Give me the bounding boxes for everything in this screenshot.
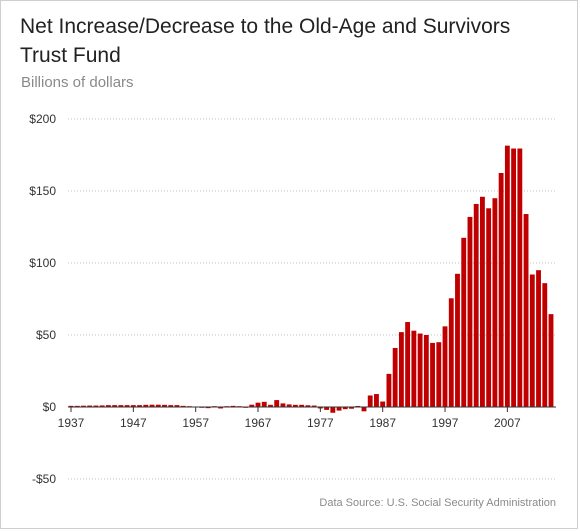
x-tick-label: 1987 bbox=[369, 416, 396, 430]
bar-2014 bbox=[548, 314, 554, 407]
bar-1954 bbox=[174, 405, 180, 407]
bar-1953 bbox=[168, 405, 174, 407]
bar-1986 bbox=[374, 394, 379, 407]
bar-1968 bbox=[261, 401, 267, 407]
bar-1999 bbox=[455, 273, 460, 407]
y-tick-label: -$50 bbox=[32, 472, 56, 486]
bar-1948 bbox=[137, 405, 142, 407]
bar-1961 bbox=[218, 407, 224, 409]
bar-2002 bbox=[473, 203, 479, 407]
bar-1975 bbox=[305, 405, 311, 407]
x-tick-label: 2007 bbox=[494, 416, 521, 430]
x-tick-label: 1947 bbox=[120, 416, 147, 430]
bar-1974 bbox=[299, 404, 305, 407]
bar-1992 bbox=[411, 330, 417, 407]
bar-1980 bbox=[336, 407, 342, 411]
bar-1940 bbox=[87, 405, 93, 407]
bar-1984 bbox=[361, 407, 367, 412]
y-tick-label: $50 bbox=[36, 328, 56, 342]
bar-1985 bbox=[367, 395, 373, 407]
bar-1951 bbox=[155, 404, 161, 407]
bar-1993 bbox=[417, 333, 423, 407]
bar-1978 bbox=[324, 407, 330, 410]
y-axis-labels: $200 $150 $100 $50 $0 -$50 bbox=[29, 112, 56, 486]
y-tick-label: $0 bbox=[43, 400, 57, 414]
chart-title: Net Increase/Decrease to the Old-Age and… bbox=[20, 15, 511, 67]
y-tick-label: $150 bbox=[29, 184, 56, 198]
bar-2012 bbox=[536, 270, 541, 407]
bar-2007 bbox=[504, 145, 510, 407]
bar-1996 bbox=[436, 342, 442, 407]
bar-1945 bbox=[118, 405, 124, 407]
bars bbox=[68, 145, 554, 413]
bar-1970 bbox=[274, 400, 280, 407]
bar-1979 bbox=[330, 407, 336, 413]
bar-1971 bbox=[280, 403, 286, 407]
x-tick-label: 1977 bbox=[307, 416, 334, 430]
bar-1969 bbox=[268, 404, 273, 407]
y-tick-label: $100 bbox=[29, 256, 56, 270]
bar-2001 bbox=[467, 216, 473, 407]
bar-1982 bbox=[349, 407, 354, 409]
bar-1972 bbox=[286, 404, 292, 407]
bar-1994 bbox=[423, 335, 429, 407]
bar-2005 bbox=[492, 198, 498, 407]
bar-1959 bbox=[205, 407, 211, 409]
data-source-note: Data Source: U.S. Social Security Admini… bbox=[319, 497, 556, 509]
bar-1944 bbox=[112, 405, 118, 407]
bar-1949 bbox=[143, 404, 149, 407]
bar-1998 bbox=[448, 298, 454, 407]
bar-2010 bbox=[523, 214, 529, 407]
bar-1976 bbox=[311, 405, 317, 407]
bar-1995 bbox=[430, 342, 435, 407]
bar-1989 bbox=[392, 347, 398, 407]
bar-1997 bbox=[442, 326, 448, 407]
bar-1942 bbox=[99, 405, 105, 407]
bar-1938 bbox=[74, 405, 80, 407]
bar-1967 bbox=[255, 402, 261, 407]
bar-1963 bbox=[230, 405, 236, 407]
bar-1941 bbox=[93, 405, 99, 407]
bar-1973 bbox=[292, 404, 298, 407]
bar-1991 bbox=[405, 322, 411, 407]
chart-subtitle: Billions of dollars bbox=[21, 74, 134, 91]
bar-1947 bbox=[130, 405, 136, 407]
bar-1946 bbox=[124, 405, 130, 407]
y-tick-label: $200 bbox=[29, 112, 56, 126]
bar-2003 bbox=[480, 196, 485, 407]
bar-2004 bbox=[486, 208, 492, 407]
bar-1955 bbox=[180, 405, 186, 407]
bar-1966 bbox=[249, 404, 255, 407]
bar-1987 bbox=[380, 401, 386, 407]
bar-1988 bbox=[386, 373, 392, 407]
x-axis: 1937 1947 1957 1967 1977 1987 1997 2007 bbox=[58, 406, 556, 430]
bar-1952 bbox=[162, 404, 167, 407]
bar-2000 bbox=[461, 237, 467, 407]
bar-1990 bbox=[398, 332, 404, 407]
bar-2013 bbox=[542, 283, 548, 407]
bar-2011 bbox=[529, 274, 535, 407]
bar-2009 bbox=[517, 148, 523, 407]
bar-2006 bbox=[498, 173, 504, 407]
bar-1937 bbox=[68, 405, 74, 407]
x-tick-label: 1967 bbox=[245, 416, 272, 430]
x-tick-label: 1937 bbox=[58, 416, 85, 430]
x-tick-label: 1997 bbox=[432, 416, 459, 430]
bar-1983 bbox=[355, 405, 361, 407]
x-tick-label: 1957 bbox=[182, 416, 209, 430]
bar-2008 bbox=[511, 148, 517, 407]
bar-1950 bbox=[149, 404, 155, 407]
bar-1939 bbox=[81, 405, 86, 407]
bar-1981 bbox=[342, 407, 348, 410]
bar-1943 bbox=[105, 405, 111, 407]
